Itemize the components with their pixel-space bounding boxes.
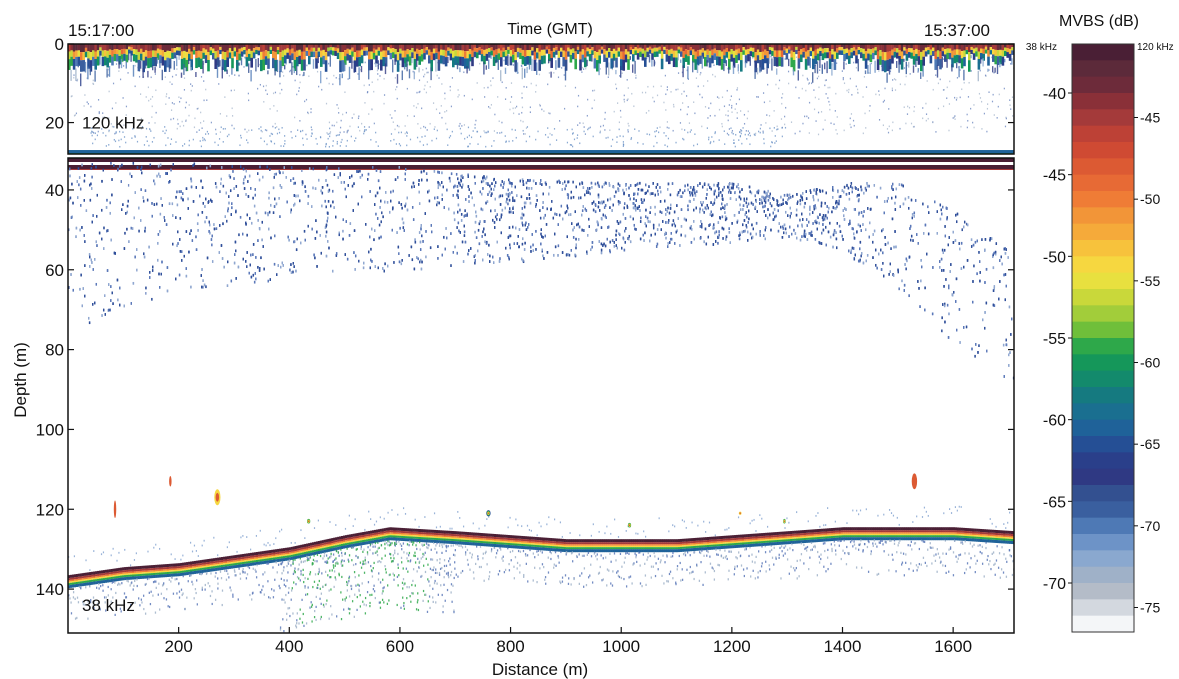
colorbar-tick-label-38: -45 — [1043, 168, 1066, 185]
colorbar-tick-label-38: -50 — [1043, 249, 1066, 266]
colorbar-swatch — [1072, 403, 1134, 421]
fish-school — [911, 473, 918, 490]
x-tick-label: 1400 — [824, 637, 862, 656]
colorbar-swatch — [1072, 468, 1134, 486]
colorbar-tick-label-120: -55 — [1140, 273, 1160, 289]
colorbar-swatch — [1072, 599, 1134, 617]
colorbar-tick-label-38: -40 — [1043, 86, 1066, 103]
colorbar-swatch — [1072, 191, 1134, 208]
colorbar-swatch — [1072, 566, 1134, 584]
colorbar-tick-label-38: -70 — [1043, 576, 1066, 593]
y-tick-label: 40 — [45, 181, 64, 200]
x-tick-label: 200 — [164, 637, 192, 656]
colorbar-swatch — [1072, 501, 1134, 519]
y-tick-label: 0 — [55, 35, 64, 54]
colorbar-swatch — [1072, 240, 1134, 257]
colorbar-swatch — [1072, 60, 1134, 78]
colorbar-swatch — [1072, 615, 1134, 633]
echogram-panel-120khz: 0 20 120 kHz — [45, 35, 1015, 155]
y-tick-label: 60 — [45, 261, 64, 280]
y-tick-label: 120 — [36, 500, 64, 519]
y-tick-label: 140 — [36, 580, 64, 599]
colorbar-swatch — [1072, 370, 1134, 388]
y-axis-title: Depth (m) — [11, 342, 30, 418]
y-tick-label: 100 — [36, 420, 64, 439]
colorbar-tick-label-120: -60 — [1140, 355, 1160, 371]
echogram-panel-38khz: 40 60 80 100 120 140 38 kHz 200 400 600 800 1000 120… — [36, 157, 1015, 656]
y-tick-label: 80 — [45, 341, 64, 360]
colorbar-swatch — [1072, 387, 1134, 404]
colorbar-tick-label-120: -65 — [1140, 436, 1160, 452]
range-limit-line — [68, 150, 1014, 154]
colorbar-swatch — [1072, 436, 1134, 453]
colorbar-swatch — [1072, 256, 1134, 274]
panel-frequency-label: 120 kHz — [82, 114, 144, 133]
fish-school — [169, 476, 172, 487]
echogram-data — [68, 44, 1014, 154]
colorbar: -40 -45 -50 -55 -60 -65 -70 -45 -50 -55 -60 -65 -70 -… — [1043, 43, 1160, 633]
colorbar-swatch — [1072, 321, 1134, 339]
fish-school — [627, 522, 632, 528]
colorbar-swatch — [1072, 125, 1134, 143]
x-axis-title: Distance (m) — [492, 660, 588, 679]
colorbar-120khz-label: 120 kHz — [1137, 42, 1174, 53]
x-tick-label: 800 — [496, 637, 524, 656]
colorbar-swatch — [1072, 305, 1134, 323]
colorbar-swatch — [1072, 289, 1134, 306]
colorbar-swatch — [1072, 93, 1134, 110]
colorbar-swatch — [1072, 207, 1134, 225]
colorbar-swatch — [1072, 272, 1134, 290]
fish-school — [214, 489, 221, 506]
fish-school — [738, 511, 742, 515]
x-tick-label: 1200 — [713, 637, 751, 656]
colorbar-tick-label-38: -65 — [1043, 494, 1066, 511]
colorbar-swatch — [1072, 158, 1134, 176]
x-tick-label: 1600 — [934, 637, 972, 656]
colorbar-swatch — [1072, 109, 1134, 127]
y-tick-label: 20 — [45, 114, 64, 133]
colorbar-swatch — [1072, 534, 1134, 551]
x-tick-label: 1000 — [602, 637, 640, 656]
time-axis-title: Time (GMT) — [507, 21, 593, 38]
fish-school — [486, 510, 491, 517]
colorbar-38khz-label: 38 kHz — [1026, 42, 1057, 53]
colorbar-swatch — [1072, 142, 1134, 159]
colorbar-swatch — [1072, 550, 1134, 568]
colorbar-swatch — [1072, 223, 1134, 241]
fish-school — [783, 518, 786, 524]
panel-frequency-label: 38 kHz — [82, 596, 135, 615]
colorbar-swatch — [1072, 517, 1134, 535]
panel-frame — [67, 157, 1015, 634]
transducer-band — [68, 158, 1014, 162]
colorbar-swatch — [1072, 76, 1134, 94]
colorbar-tick-label-38: -55 — [1043, 331, 1066, 348]
echogram-data — [68, 158, 1014, 633]
fish-school — [307, 518, 311, 524]
colorbar-swatch — [1072, 338, 1134, 355]
colorbar-title: MVBS (dB) — [1059, 13, 1139, 30]
time-start-label: 15:17:00 — [68, 21, 134, 40]
colorbar-swatch — [1072, 354, 1134, 372]
colorbar-tick-label-120: -50 — [1140, 191, 1160, 207]
colorbar-tick-label-120: -45 — [1140, 110, 1160, 126]
colorbar-swatch — [1072, 174, 1134, 192]
colorbar-swatch — [1072, 419, 1134, 437]
time-end-label: 15:37:00 — [924, 21, 990, 40]
colorbar-tick-label-38: -60 — [1043, 413, 1066, 430]
x-tick-label: 400 — [275, 637, 303, 656]
fish-school — [113, 500, 117, 519]
plot-background — [68, 158, 1014, 633]
colorbar-tick-label-120: -70 — [1140, 518, 1160, 534]
x-tick-label: 600 — [386, 637, 414, 656]
panel-frame — [67, 43, 1015, 155]
colorbar-tick-label-120: -75 — [1140, 600, 1160, 616]
colorbar-swatch — [1072, 452, 1134, 470]
colorbar-swatch — [1072, 583, 1134, 600]
colorbar-swatch — [1072, 44, 1134, 61]
colorbar-swatch — [1072, 485, 1134, 502]
